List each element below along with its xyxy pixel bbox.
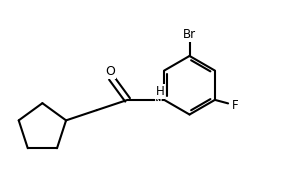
Text: N: N <box>154 95 163 108</box>
Text: Br: Br <box>183 28 196 41</box>
Text: H: H <box>155 85 164 98</box>
Text: F: F <box>232 99 238 112</box>
Text: O: O <box>105 65 115 78</box>
